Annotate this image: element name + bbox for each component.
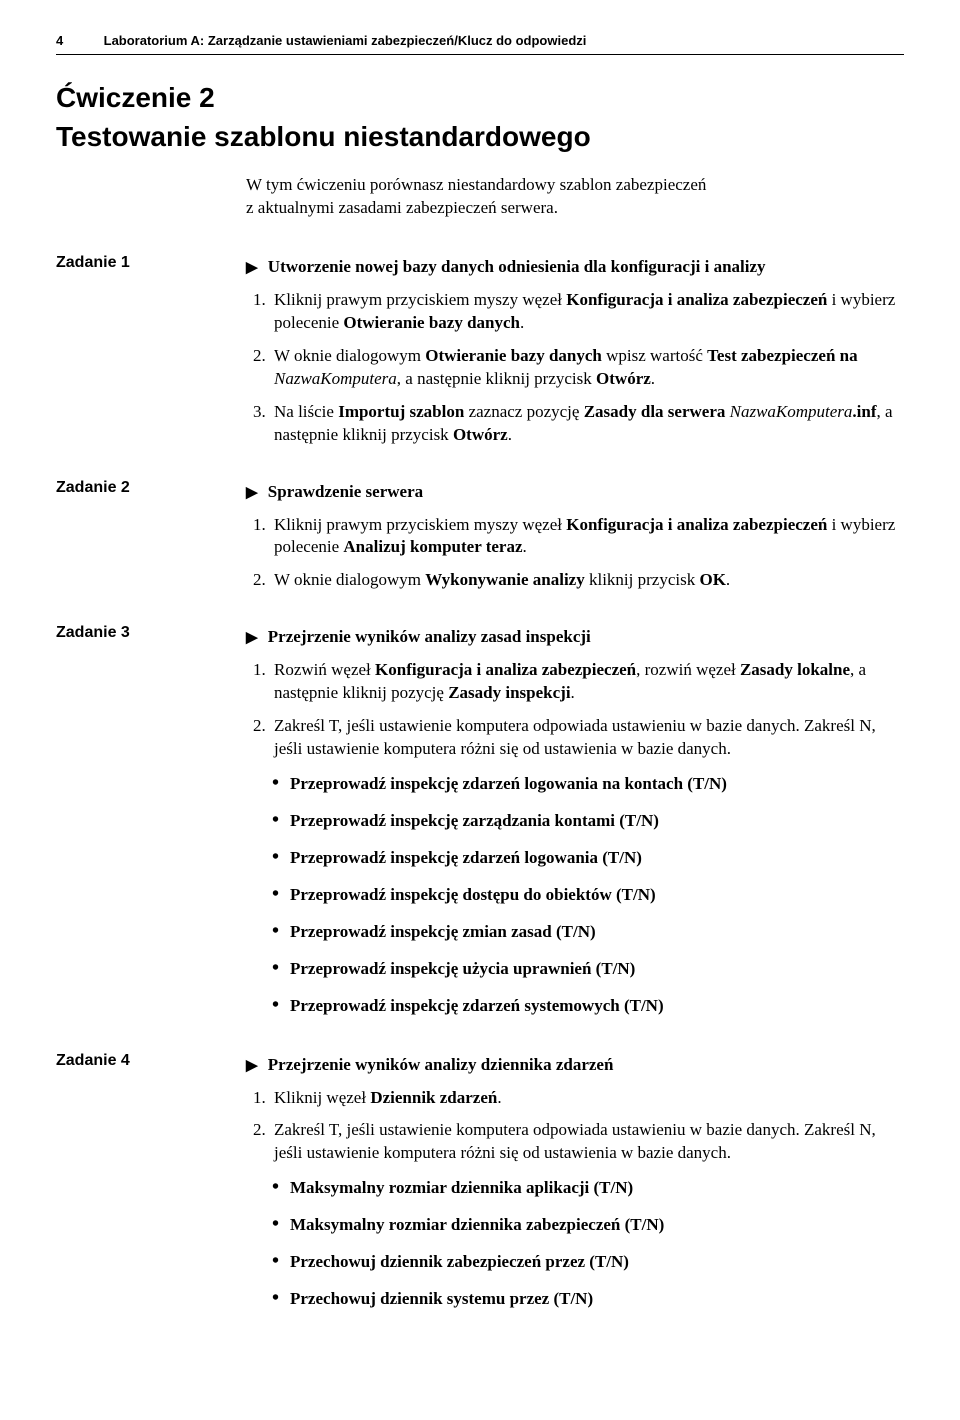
task4-item2: Zakreśl T, jeśli ustawienie komputera od… xyxy=(270,1119,904,1165)
exercise-title: Ćwiczenie 2 xyxy=(56,79,904,117)
task4-head: ▶ Przejrzenie wyników analizy dziennika … xyxy=(246,1054,904,1077)
task4-b2: Maksymalny rozmiar dziennika zabezpiecze… xyxy=(272,1214,904,1237)
triangle-icon: ▶ xyxy=(246,258,258,278)
task3-b3: Przeprowadź inspekcję zdarzeń logowania … xyxy=(272,847,904,870)
task4-item1: Kliknij węzeł Dziennik zdarzeń. xyxy=(270,1087,904,1110)
task3-b5: Przeprowadź inspekcję zmian zasad (T/N) xyxy=(272,921,904,944)
intro-paragraph: W tym ćwiczeniu porównasz niestandardowy… xyxy=(246,174,904,220)
task3-label: Zadanie 3 xyxy=(56,622,246,1031)
triangle-icon: ▶ xyxy=(246,628,258,648)
task3-b7: Przeprowadź inspekcję zdarzeń systemowyc… xyxy=(272,995,904,1018)
task2-block: Zadanie 2 ▶ Sprawdzenie serwera Kliknij … xyxy=(56,477,904,605)
task2-head-text: Sprawdzenie serwera xyxy=(268,482,423,501)
task4-list: Kliknij węzeł Dziennik zdarzeń. Zakreśl … xyxy=(246,1087,904,1166)
task4-b4: Przechowuj dziennik systemu przez (T/N) xyxy=(272,1288,904,1311)
task3-b2: Przeprowadź inspekcję zarządzania kontam… xyxy=(272,810,904,833)
task3-b6: Przeprowadź inspekcję użycia uprawnień (… xyxy=(272,958,904,981)
running-title: Laboratorium A: Zarządzanie ustawieniami… xyxy=(104,33,587,48)
page-number: 4 xyxy=(56,32,100,50)
task2-item1: Kliknij prawym przyciskiem myszy węzeł K… xyxy=(270,514,904,560)
triangle-icon: ▶ xyxy=(246,1056,258,1076)
task2-label: Zadanie 2 xyxy=(56,477,246,605)
intro-line1: W tym ćwiczeniu porównasz niestandardowy… xyxy=(246,175,706,194)
task4-head-text: Przejrzenie wyników analizy dziennika zd… xyxy=(268,1055,614,1074)
task3-item1: Rozwiń węzeł Konfiguracja i analiza zabe… xyxy=(270,659,904,705)
exercise-subtitle: Testowanie szablonu niestandardowego xyxy=(56,118,904,156)
task3-head: ▶ Przejrzenie wyników analizy zasad insp… xyxy=(246,626,904,649)
triangle-icon: ▶ xyxy=(246,483,258,503)
task3-block: Zadanie 3 ▶ Przejrzenie wyników analizy … xyxy=(56,622,904,1031)
task3-bullets: Przeprowadź inspekcję zdarzeń logowania … xyxy=(246,773,904,1018)
task2-list: Kliknij prawym przyciskiem myszy węzeł K… xyxy=(246,514,904,593)
task1-block: Zadanie 1 ▶ Utworzenie nowej bazy danych… xyxy=(56,252,904,459)
task2-head: ▶ Sprawdzenie serwera xyxy=(246,481,904,504)
task3-list: Rozwiń węzeł Konfiguracja i analiza zabe… xyxy=(246,659,904,761)
running-header: 4 Laboratorium A: Zarządzanie ustawienia… xyxy=(56,32,904,55)
task4-b3: Przechowuj dziennik zabezpieczeń przez (… xyxy=(272,1251,904,1274)
task1-head: ▶ Utworzenie nowej bazy danych odniesien… xyxy=(246,256,904,279)
task1-item3: Na liście Importuj szablon zaznacz pozyc… xyxy=(270,401,904,447)
task1-item2: W oknie dialogowym Otwieranie bazy danyc… xyxy=(270,345,904,391)
task3-head-text: Przejrzenie wyników analizy zasad inspek… xyxy=(268,627,591,646)
intro-line2: z aktualnymi zasadami zabezpieczeń serwe… xyxy=(246,198,558,217)
task1-label: Zadanie 1 xyxy=(56,252,246,459)
task4-label: Zadanie 4 xyxy=(56,1050,246,1326)
task4-bullets: Maksymalny rozmiar dziennika aplikacji (… xyxy=(246,1177,904,1311)
task2-item2: W oknie dialogowym Wykonywanie analizy k… xyxy=(270,569,904,592)
task1-item1: Kliknij prawym przyciskiem myszy węzeł K… xyxy=(270,289,904,335)
task4-block: Zadanie 4 ▶ Przejrzenie wyników analizy … xyxy=(56,1050,904,1326)
task1-head-text: Utworzenie nowej bazy danych odniesienia… xyxy=(268,257,766,276)
task3-b4: Przeprowadź inspekcję dostępu do obiektó… xyxy=(272,884,904,907)
task1-list: Kliknij prawym przyciskiem myszy węzeł K… xyxy=(246,289,904,447)
task4-b1: Maksymalny rozmiar dziennika aplikacji (… xyxy=(272,1177,904,1200)
task3-b1: Przeprowadź inspekcję zdarzeń logowania … xyxy=(272,773,904,796)
task3-item2: Zakreśl T, jeśli ustawienie komputera od… xyxy=(270,715,904,761)
